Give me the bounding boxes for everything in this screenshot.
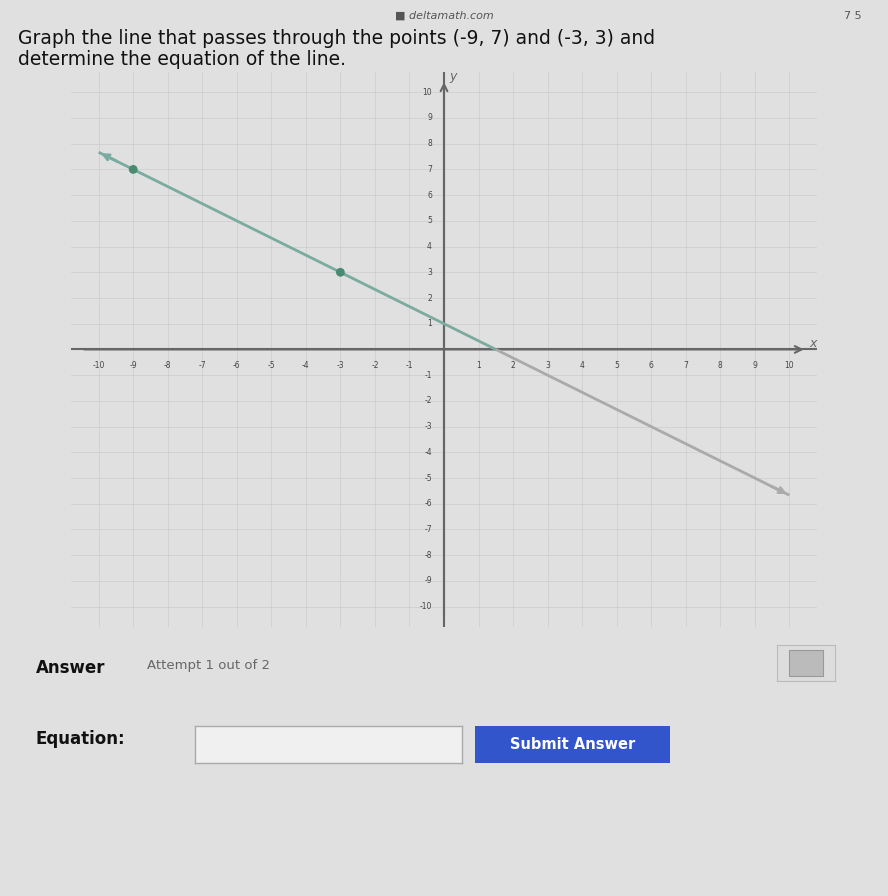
Text: 3: 3: [427, 268, 432, 277]
Text: -8: -8: [164, 361, 171, 370]
Text: 10: 10: [784, 361, 794, 370]
Bar: [789, 650, 823, 676]
Text: -6: -6: [233, 361, 241, 370]
Text: -3: -3: [424, 422, 432, 431]
Text: Graph the line that passes through the points (-9, 7) and (-3, 3) and: Graph the line that passes through the p…: [18, 29, 654, 47]
Text: Attempt 1 out of 2: Attempt 1 out of 2: [147, 659, 270, 672]
Text: -5: -5: [424, 473, 432, 483]
Text: x: x: [810, 337, 817, 349]
Text: -10: -10: [92, 361, 105, 370]
Text: Answer: Answer: [36, 659, 105, 676]
Text: 2: 2: [511, 361, 515, 370]
Text: 3: 3: [545, 361, 550, 370]
Text: Equation:: Equation:: [36, 730, 125, 748]
Text: -10: -10: [419, 602, 432, 611]
Text: 6: 6: [649, 361, 654, 370]
Text: Submit Answer: Submit Answer: [510, 737, 636, 752]
Text: y: y: [449, 70, 456, 83]
Text: -4: -4: [302, 361, 310, 370]
Text: -9: -9: [424, 576, 432, 585]
Text: -3: -3: [337, 361, 345, 370]
Text: -7: -7: [198, 361, 206, 370]
Text: 7: 7: [427, 165, 432, 174]
Text: -5: -5: [267, 361, 275, 370]
Text: 7: 7: [683, 361, 688, 370]
Text: 9: 9: [427, 114, 432, 123]
Text: ■ deltamath.com: ■ deltamath.com: [394, 11, 494, 21]
Text: 1: 1: [427, 319, 432, 328]
Text: determine the equation of the line.: determine the equation of the line.: [18, 50, 345, 69]
Text: -1: -1: [406, 361, 413, 370]
Text: 6: 6: [427, 191, 432, 200]
Text: -1: -1: [424, 371, 432, 380]
Text: -7: -7: [424, 525, 432, 534]
Text: 9: 9: [752, 361, 757, 370]
Text: 2: 2: [427, 294, 432, 303]
Text: 5: 5: [427, 216, 432, 226]
Text: -2: -2: [424, 396, 432, 405]
Text: 10: 10: [423, 88, 432, 97]
Point: [333, 265, 347, 280]
Text: -8: -8: [424, 551, 432, 560]
Text: 1: 1: [476, 361, 481, 370]
Text: 4: 4: [580, 361, 584, 370]
Text: 7 5: 7 5: [844, 11, 861, 21]
Text: -2: -2: [371, 361, 378, 370]
Text: -6: -6: [424, 499, 432, 508]
Point: [126, 162, 140, 177]
Text: -9: -9: [130, 361, 137, 370]
Text: 4: 4: [427, 242, 432, 251]
Text: -4: -4: [424, 448, 432, 457]
Text: 8: 8: [718, 361, 723, 370]
Text: 8: 8: [427, 139, 432, 148]
Text: 5: 5: [614, 361, 619, 370]
